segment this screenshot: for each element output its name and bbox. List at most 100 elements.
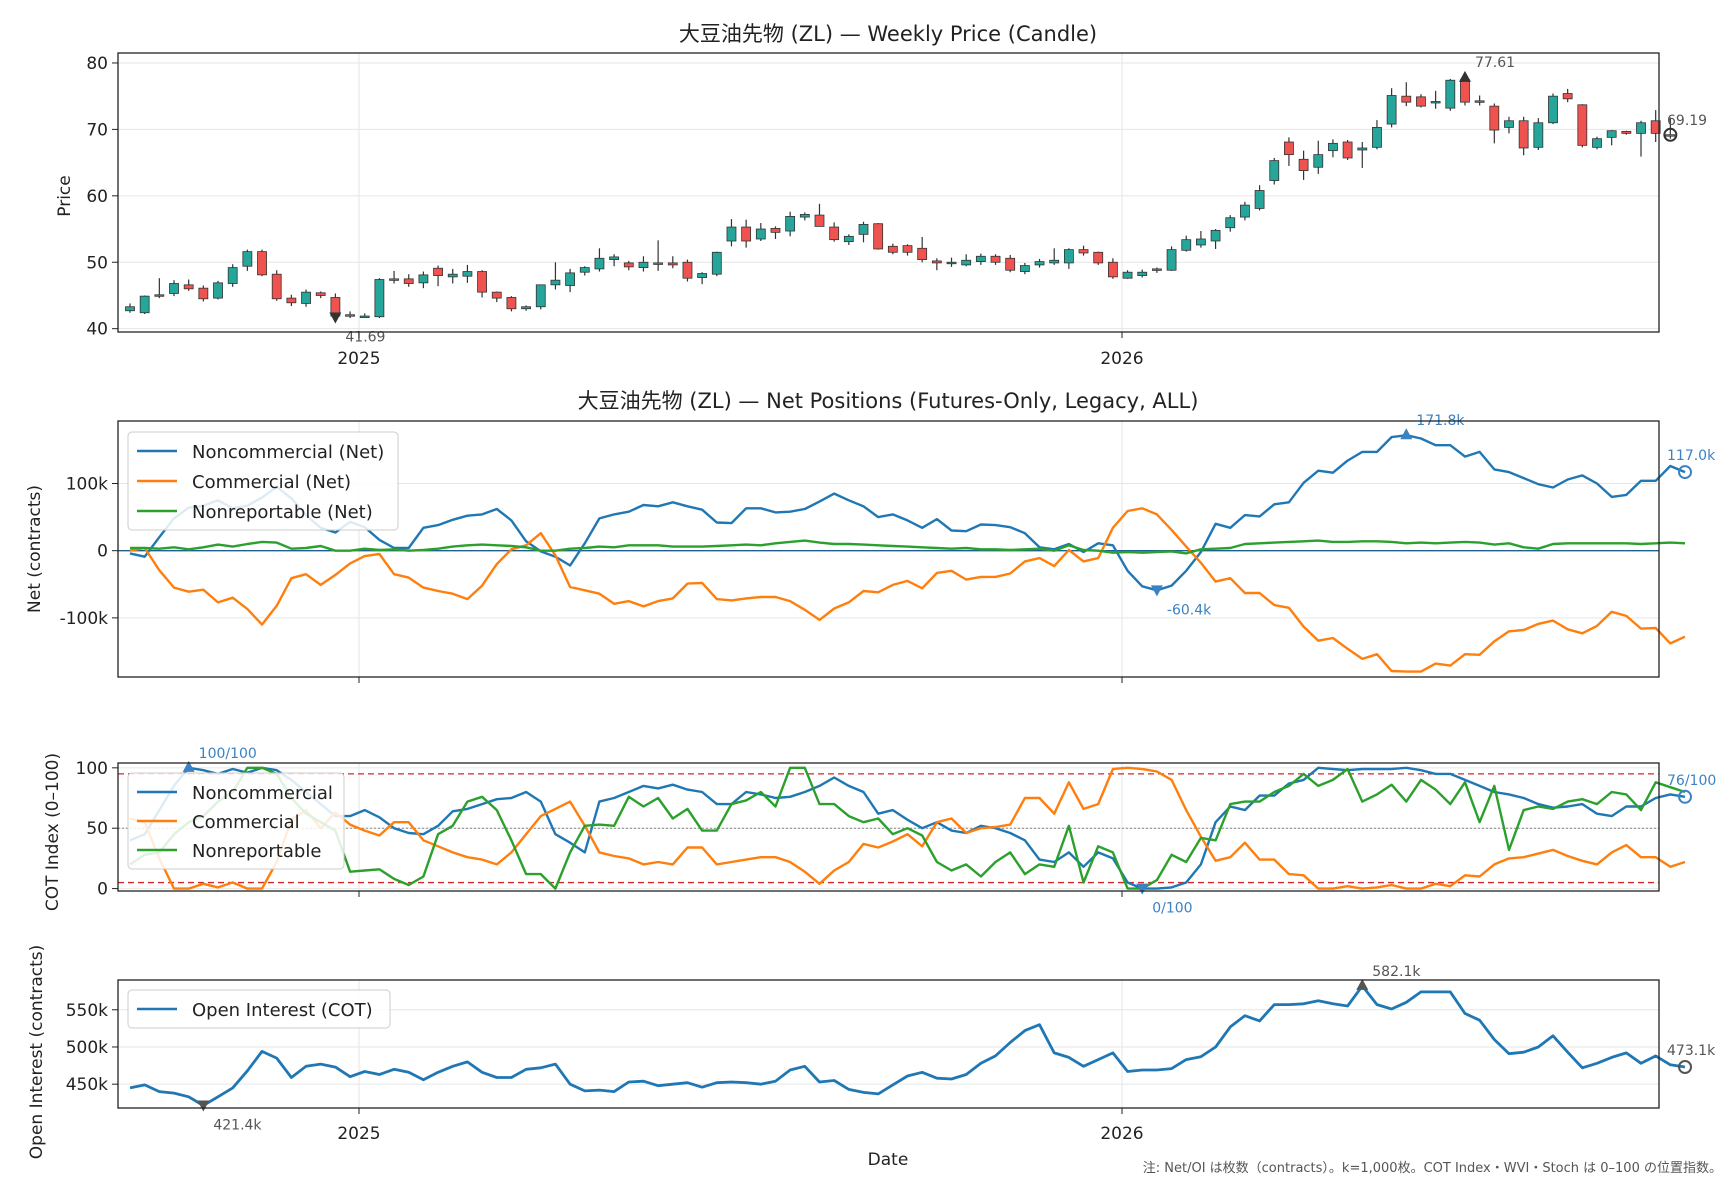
candle-body	[579, 267, 590, 273]
candle-body	[1328, 142, 1338, 152]
candle-body	[1518, 120, 1529, 149]
candle-body	[961, 259, 972, 266]
candle-body	[1357, 147, 1368, 151]
net-legend-label-commercial: Commercial (Net)	[192, 472, 351, 493]
y-tick-label-4: 80	[86, 54, 108, 74]
candle-body	[1342, 141, 1353, 159]
price-x-ticks: 2025 2026	[337, 332, 1144, 369]
net-panel: 大豆油先物 (ZL) — Net Positions (Futures-Only…	[25, 389, 1716, 683]
y-tick-label-3: 70	[86, 120, 108, 140]
candle-body	[374, 279, 385, 318]
candle-body	[1240, 204, 1250, 218]
candle-body	[1430, 101, 1441, 104]
candle-body	[1284, 141, 1294, 156]
price-title: 大豆油先物 (ZL) — Weekly Price (Candle)	[679, 22, 1097, 46]
candle-body	[1298, 158, 1309, 171]
candle-body	[1313, 154, 1324, 168]
net-y-ticks: 100k 0 -100k	[60, 474, 118, 629]
candle-body	[139, 295, 150, 314]
last-label: 76/100	[1667, 773, 1716, 789]
candle-body	[814, 214, 825, 227]
candle-body	[1445, 79, 1456, 109]
candle-body	[154, 294, 165, 297]
candle-body	[286, 297, 297, 304]
candle-body	[1386, 95, 1397, 125]
max-marker	[182, 760, 195, 772]
candle-body	[741, 226, 752, 242]
candle-body	[990, 255, 1001, 263]
candle-body	[1254, 190, 1265, 209]
y-tick-label-2: 0	[97, 880, 108, 900]
candle-body	[403, 278, 414, 284]
candle-body	[1636, 122, 1646, 134]
candle-body	[345, 314, 355, 317]
max-marker	[1400, 428, 1413, 440]
candle-body	[1548, 95, 1558, 124]
cot-legend-label-noncommercial: Noncommercial	[192, 783, 333, 804]
candle-body	[1181, 239, 1192, 251]
candle-body	[829, 226, 840, 241]
y-tick-label-1: 0	[97, 542, 108, 562]
net-axes-frame	[117, 420, 1660, 678]
series-line-nonreportable-net-	[130, 539, 1686, 555]
max-marker	[1356, 978, 1369, 990]
y-tick-label-0: 550k	[66, 1001, 108, 1021]
candle-body	[301, 291, 311, 304]
oi-legend-label: Open Interest (COT)	[192, 1000, 373, 1021]
candle-body	[1063, 249, 1074, 264]
last-marker	[1678, 1059, 1693, 1074]
net-title: 大豆油先物 (ZL) — Net Positions (Futures-Only…	[578, 389, 1199, 413]
oi-x-tick-2025: 2025	[337, 1124, 380, 1144]
candle-body	[1533, 122, 1544, 148]
candle-body	[975, 255, 986, 262]
oi-annotations: 582.1k 421.4k 473.1k	[197, 964, 1716, 1133]
price-min-marker	[329, 312, 342, 324]
y-tick-label-2: 60	[86, 187, 108, 207]
candle-body	[1401, 95, 1412, 103]
cot-axes-frame	[117, 762, 1660, 892]
candle-body	[1489, 105, 1500, 131]
candle-body	[550, 279, 561, 286]
last-label: 117.0k	[1667, 448, 1716, 464]
series-line-open-interest-cot-	[129, 984, 1686, 1107]
price-max-marker	[1458, 70, 1471, 82]
min-marker	[197, 1100, 210, 1112]
price-grid	[118, 53, 1659, 332]
oi-legend: Open Interest (COT)	[127, 989, 391, 1029]
candle-body	[653, 262, 664, 265]
candle-body	[315, 292, 326, 296]
candle-body	[667, 262, 678, 266]
candle-body	[1665, 134, 1676, 137]
candle-body	[931, 260, 942, 264]
last-marker	[1678, 465, 1693, 480]
net-legend-box	[127, 431, 399, 531]
candle-body	[198, 287, 209, 300]
price-annotations: 77.61 41.69 69.19	[329, 55, 1707, 345]
x-axis-label: Date	[868, 1150, 909, 1170]
candle-body	[873, 223, 884, 250]
candle-body	[755, 228, 766, 240]
candle-body	[1416, 96, 1426, 107]
candle-body	[726, 226, 737, 242]
oi-y-label: Open Interest (contracts)	[27, 945, 47, 1159]
candle-body	[1122, 271, 1133, 279]
candle-body	[521, 306, 531, 310]
min-marker	[1136, 883, 1149, 895]
candle-body	[418, 274, 429, 284]
candle-body	[1577, 104, 1588, 146]
candle-body	[125, 306, 135, 312]
price-candles	[125, 75, 1676, 319]
candle-body	[271, 273, 282, 300]
price-y-ticks: 40 50 60 70 80	[86, 54, 118, 340]
price-x-tick-2025: 2025	[337, 349, 380, 369]
oi-x-tick-2026: 2026	[1100, 1124, 1143, 1144]
y-tick-label-0: 100k	[66, 474, 108, 494]
candle-body	[1034, 261, 1045, 266]
candle-body	[843, 235, 854, 243]
oi-legend-box	[127, 989, 391, 1029]
cot-legend-label-commercial: Commercial	[192, 812, 300, 833]
candle-body	[1474, 100, 1485, 103]
candle-body	[1152, 268, 1162, 271]
candle-body	[1196, 238, 1206, 246]
